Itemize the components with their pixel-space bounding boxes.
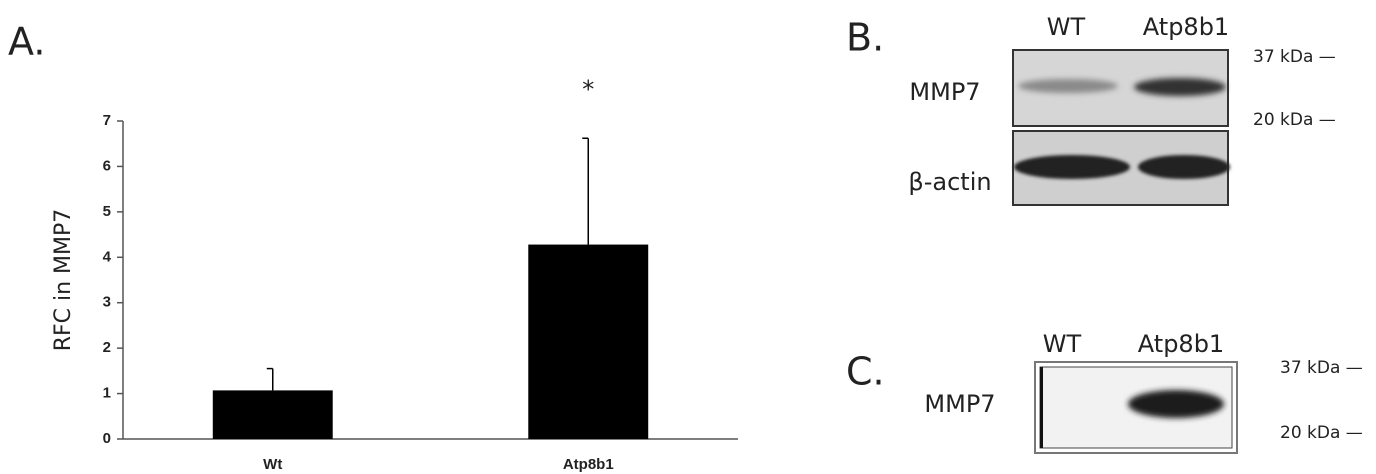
row-label: MMP7 (909, 78, 980, 106)
y-tick-label: 2 (103, 339, 111, 356)
y-tick-label: 0 (103, 430, 111, 447)
y-tick-label: 7 (103, 112, 111, 129)
column-label: Atp8b1 (1138, 330, 1224, 358)
column-label: WT (1043, 330, 1082, 358)
marker-label: 20 kDa — (1253, 110, 1336, 130)
marker-label: 20 kDa — (1280, 423, 1363, 443)
panel-label: B. (846, 16, 884, 60)
marker-label: 37 kDa — (1280, 358, 1363, 378)
x-tick-label: Atp8b1 (563, 456, 614, 473)
blot (1035, 362, 1237, 453)
x-tick-label: Wt (263, 456, 282, 473)
y-tick-label: 1 (103, 385, 111, 402)
column-label: Atp8b1 (1143, 13, 1229, 41)
y-tick-label: 4 (103, 248, 112, 265)
panel-label: A. (8, 20, 45, 64)
y-axis-label: RFC in MMP7 (51, 209, 76, 352)
row-label: MMP7 (924, 390, 995, 418)
row-label: β-actin (908, 168, 991, 196)
panel-label: C. (846, 350, 885, 394)
y-tick-label: 3 (103, 294, 111, 311)
column-label: WT (1047, 13, 1086, 41)
blot (1013, 50, 1230, 205)
y-tick-label: 6 (103, 157, 111, 174)
bar (213, 390, 333, 439)
significance-mark: * (582, 75, 594, 103)
y-tick-label: 5 (103, 203, 111, 220)
bar (528, 245, 648, 439)
marker-label: 37 kDa — (1253, 47, 1336, 67)
figure: A. RFC in MMP7 B. WT Atp8b1 MMP7 β-actin… (0, 0, 1376, 474)
